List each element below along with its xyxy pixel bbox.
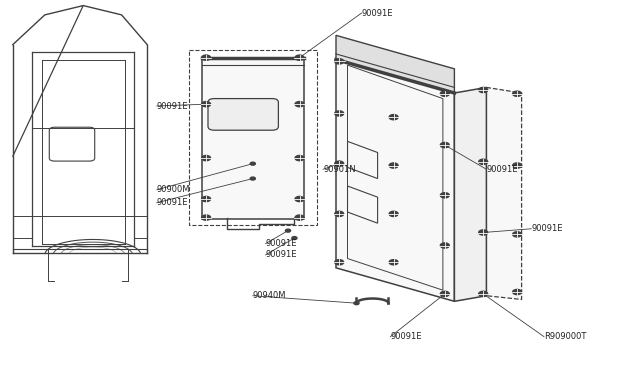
Circle shape xyxy=(202,155,211,161)
Circle shape xyxy=(440,142,449,148)
Circle shape xyxy=(295,55,304,60)
Text: 90091E: 90091E xyxy=(266,250,297,259)
Text: 90091E: 90091E xyxy=(266,239,297,248)
Text: R909000T: R909000T xyxy=(544,332,586,341)
Text: 90091E: 90091E xyxy=(157,102,188,110)
Circle shape xyxy=(250,162,255,165)
Text: 90900M: 90900M xyxy=(157,185,190,194)
Circle shape xyxy=(202,102,211,107)
Circle shape xyxy=(297,56,302,59)
Circle shape xyxy=(202,196,211,202)
Circle shape xyxy=(389,260,398,265)
Circle shape xyxy=(335,161,344,166)
Circle shape xyxy=(295,155,304,161)
Circle shape xyxy=(335,59,344,64)
Circle shape xyxy=(479,291,488,296)
Circle shape xyxy=(285,229,291,232)
Circle shape xyxy=(250,177,255,180)
Circle shape xyxy=(513,289,522,295)
Circle shape xyxy=(295,215,304,220)
Text: 90091E: 90091E xyxy=(390,332,422,341)
Circle shape xyxy=(335,211,344,217)
Circle shape xyxy=(335,260,344,265)
Circle shape xyxy=(479,230,488,235)
Text: 90091E: 90091E xyxy=(531,224,563,233)
Text: 90901N: 90901N xyxy=(323,165,356,174)
Circle shape xyxy=(389,115,398,120)
Circle shape xyxy=(440,243,449,248)
Polygon shape xyxy=(336,60,454,301)
Circle shape xyxy=(442,292,447,295)
Text: 90091E: 90091E xyxy=(362,9,393,17)
Circle shape xyxy=(440,193,449,198)
Polygon shape xyxy=(454,87,486,301)
Circle shape xyxy=(513,232,522,237)
Circle shape xyxy=(335,111,344,116)
Text: 90091E: 90091E xyxy=(157,198,188,207)
Circle shape xyxy=(389,211,398,217)
Circle shape xyxy=(440,291,449,296)
Circle shape xyxy=(440,91,449,96)
Circle shape xyxy=(204,103,209,106)
Circle shape xyxy=(292,237,297,240)
Circle shape xyxy=(481,231,486,234)
Polygon shape xyxy=(486,87,522,299)
Circle shape xyxy=(354,302,359,305)
FancyBboxPatch shape xyxy=(208,99,278,130)
Text: 90091E: 90091E xyxy=(486,165,518,174)
Circle shape xyxy=(442,144,447,147)
Circle shape xyxy=(202,215,211,220)
Circle shape xyxy=(295,196,304,202)
Circle shape xyxy=(479,87,488,93)
Polygon shape xyxy=(202,58,304,219)
Text: 90940M: 90940M xyxy=(253,291,286,300)
Circle shape xyxy=(337,162,342,165)
Polygon shape xyxy=(336,35,454,93)
Circle shape xyxy=(479,159,488,164)
Circle shape xyxy=(513,91,522,96)
Circle shape xyxy=(202,55,211,60)
Circle shape xyxy=(389,163,398,168)
Circle shape xyxy=(481,292,486,295)
Circle shape xyxy=(295,102,304,107)
Circle shape xyxy=(513,163,522,168)
